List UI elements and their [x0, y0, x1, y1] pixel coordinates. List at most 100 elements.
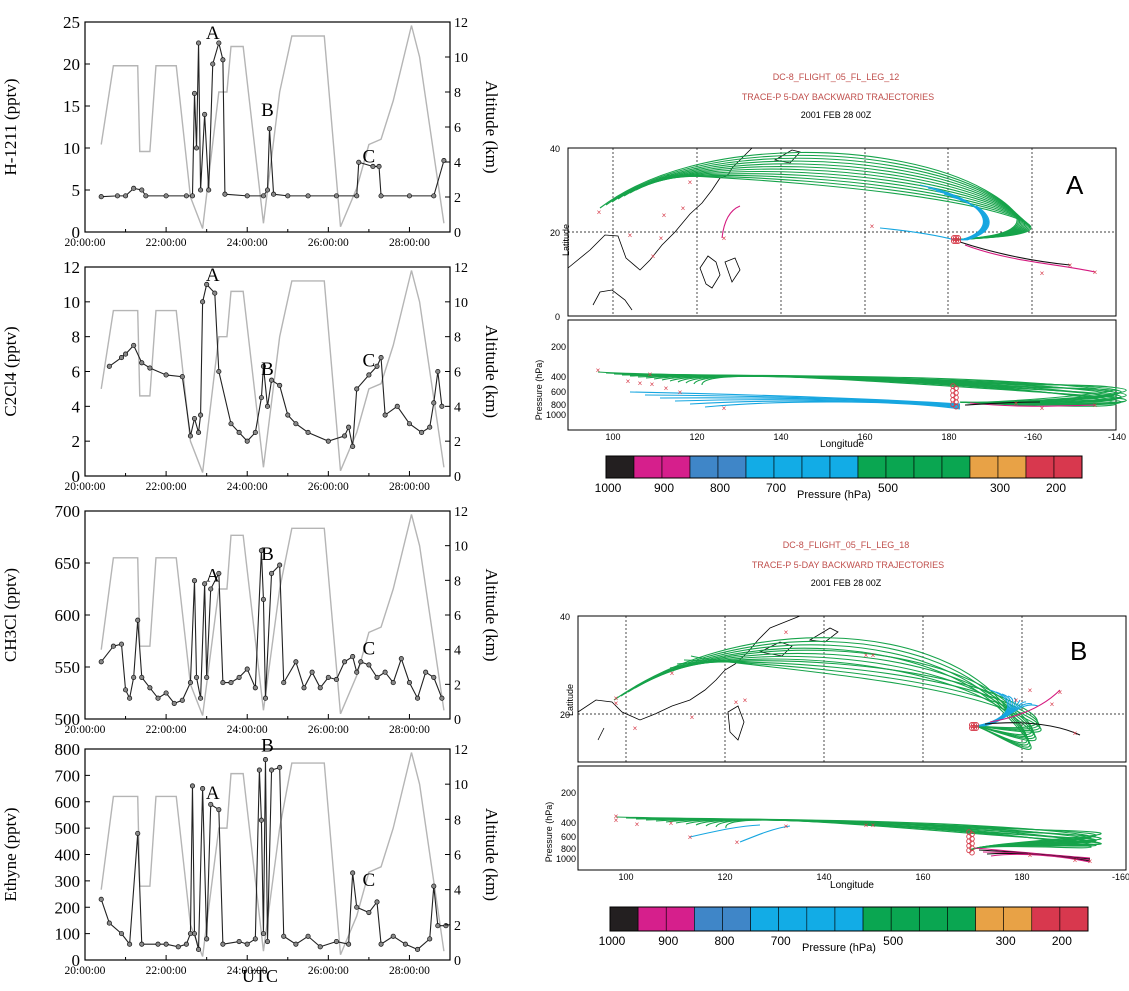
start-marker: ×	[688, 178, 693, 187]
data-point	[131, 674, 137, 680]
trajectory-line	[966, 205, 990, 241]
data-point	[427, 424, 433, 430]
colorbar-swatch	[806, 906, 836, 932]
trajectory-line	[990, 853, 1091, 863]
y2-tick-label: 8	[454, 86, 461, 101]
trajectory-line	[989, 689, 1061, 723]
lon-tick-label: 120	[689, 432, 704, 442]
colorbar-tick-label: 900	[654, 481, 674, 495]
y-tick-label: 200	[55, 898, 81, 917]
colorbar-tick-label: 1000	[599, 934, 626, 948]
x-tick-label: 26:00:00	[308, 965, 349, 977]
map-b-title-line1: DC-8_FLIGHT_05_FL_LEG_18	[783, 540, 910, 550]
y-tick-label: 0	[72, 467, 81, 486]
data-point	[191, 415, 198, 422]
data-point	[398, 656, 404, 662]
x-tick-label: 22:00:00	[146, 724, 187, 736]
trajectory-line	[655, 655, 1036, 740]
data-point	[220, 941, 226, 947]
trajectory-line	[644, 394, 961, 406]
lon-tick-label: -140	[1108, 432, 1126, 442]
map-a-lat-label: Latitude	[561, 224, 571, 256]
data-point	[281, 933, 287, 939]
start-marker: ×	[1093, 401, 1098, 410]
data-point	[110, 643, 116, 649]
annotation-a: A	[206, 566, 220, 587]
data-point	[216, 368, 222, 375]
start-marker: ×	[1014, 696, 1019, 705]
y2-tick-label: 6	[454, 366, 461, 381]
start-marker: ×	[1058, 688, 1063, 697]
data-point	[394, 403, 400, 409]
data-point	[439, 695, 445, 701]
data-point	[236, 938, 242, 945]
data-point	[206, 187, 212, 193]
data-point	[187, 433, 193, 439]
trajectory-line	[879, 227, 956, 241]
map-a-pressure-frame	[567, 319, 1117, 431]
trajectory-line	[725, 819, 1102, 851]
x-tick-label: 28:00:00	[389, 965, 430, 977]
lon-tick-label: 100	[605, 432, 620, 442]
data-point	[271, 191, 277, 197]
start-marker: ×	[664, 384, 669, 393]
start-marker: ×	[681, 204, 686, 213]
data-point	[244, 438, 250, 444]
altitude-axis-label: Altitude (km)	[482, 80, 501, 173]
x-tick-label: 24:00:00	[227, 481, 268, 493]
data-point	[98, 896, 104, 902]
data-point	[354, 193, 360, 199]
endpoint-marker	[969, 725, 975, 731]
data-point	[191, 931, 198, 937]
data-point	[236, 429, 242, 436]
map-b-gridlines	[578, 616, 1126, 762]
x-tick-label: 22:00:00	[146, 237, 187, 249]
colorbar-tick-label: 1000	[595, 481, 622, 495]
colorbar-swatch	[773, 455, 803, 479]
start-marker: ×	[871, 651, 876, 660]
data-point	[163, 941, 169, 947]
map-b-pres-tick: 200	[561, 788, 576, 798]
start-marker: ×	[626, 377, 631, 386]
start-marker: ×	[635, 820, 640, 829]
y2-tick-label: 10	[454, 51, 468, 66]
endpoint-marker	[969, 849, 975, 856]
data-point	[266, 126, 273, 132]
colorbar-swatch	[913, 455, 943, 479]
data-point	[98, 659, 104, 665]
data-point	[106, 363, 112, 369]
y2-tick-label: 12	[454, 16, 468, 31]
trajectory-line	[648, 652, 1035, 738]
data-point	[106, 920, 112, 926]
x-tick-label: 28:00:00	[389, 237, 430, 249]
data-point	[406, 680, 412, 686]
start-marker: ×	[1028, 851, 1033, 860]
endpoint-marker	[973, 725, 979, 731]
y-axis-label: Ethyne (pptv)	[1, 808, 20, 902]
y2-tick-label: 6	[454, 121, 461, 136]
start-marker: ×	[597, 208, 602, 217]
colorbar-tick-label: 800	[714, 934, 734, 948]
data-point	[277, 764, 283, 771]
colorbar-swatch	[885, 455, 915, 479]
data-point	[269, 570, 275, 576]
data-point	[435, 923, 441, 929]
colorbar-swatch	[750, 906, 780, 932]
y2-tick-label: 0	[454, 954, 461, 969]
data-point	[269, 767, 275, 773]
data-point	[277, 382, 283, 388]
colorbar-swatch	[609, 906, 639, 932]
map-a-pressure-label: Pressure (hPa)	[534, 360, 544, 421]
colorbar-swatch	[829, 455, 859, 479]
trajectory-line	[919, 184, 984, 241]
y-axis-label: CH3Cl (pptv)	[1, 568, 20, 662]
data-point	[256, 767, 262, 773]
data-point	[189, 783, 196, 789]
map-b-lat-tick-40: 40	[560, 612, 570, 622]
data-point	[427, 936, 433, 942]
data-point	[131, 185, 137, 191]
data-point	[305, 193, 311, 199]
colorbar-tick-label: 300	[990, 481, 1010, 495]
data-point	[390, 933, 396, 939]
